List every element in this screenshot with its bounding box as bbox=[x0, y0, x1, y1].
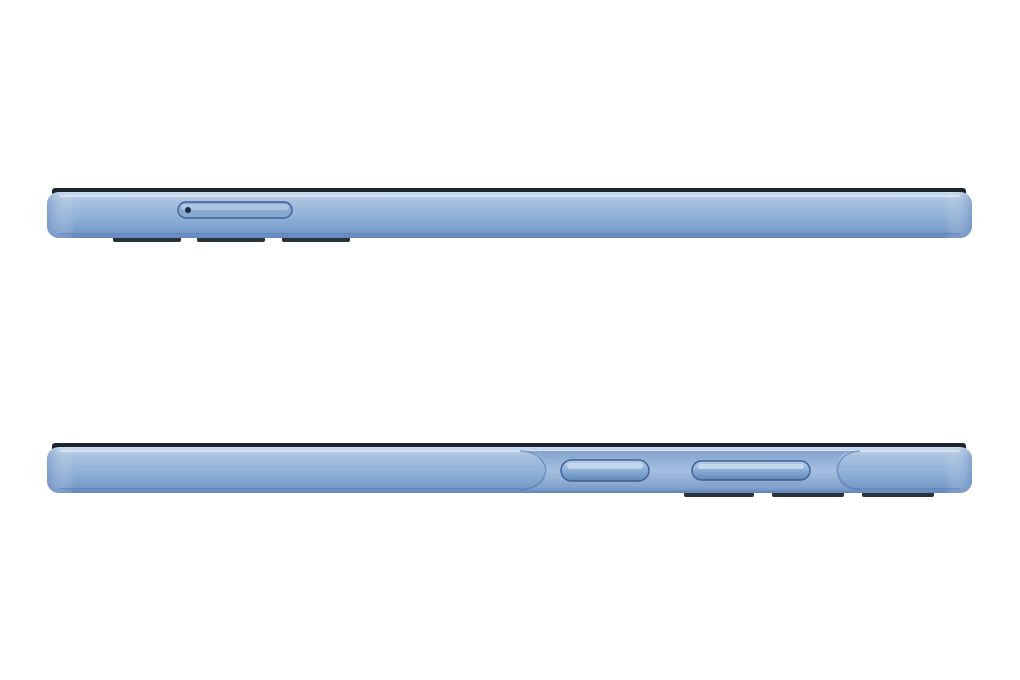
volume-rocker bbox=[691, 460, 811, 481]
sim-eject-pinhole bbox=[185, 207, 191, 213]
bottom-edge-view bbox=[47, 443, 972, 497]
top-edge-view bbox=[47, 188, 972, 242]
power-button bbox=[560, 459, 650, 482]
sim-tray bbox=[177, 201, 293, 219]
